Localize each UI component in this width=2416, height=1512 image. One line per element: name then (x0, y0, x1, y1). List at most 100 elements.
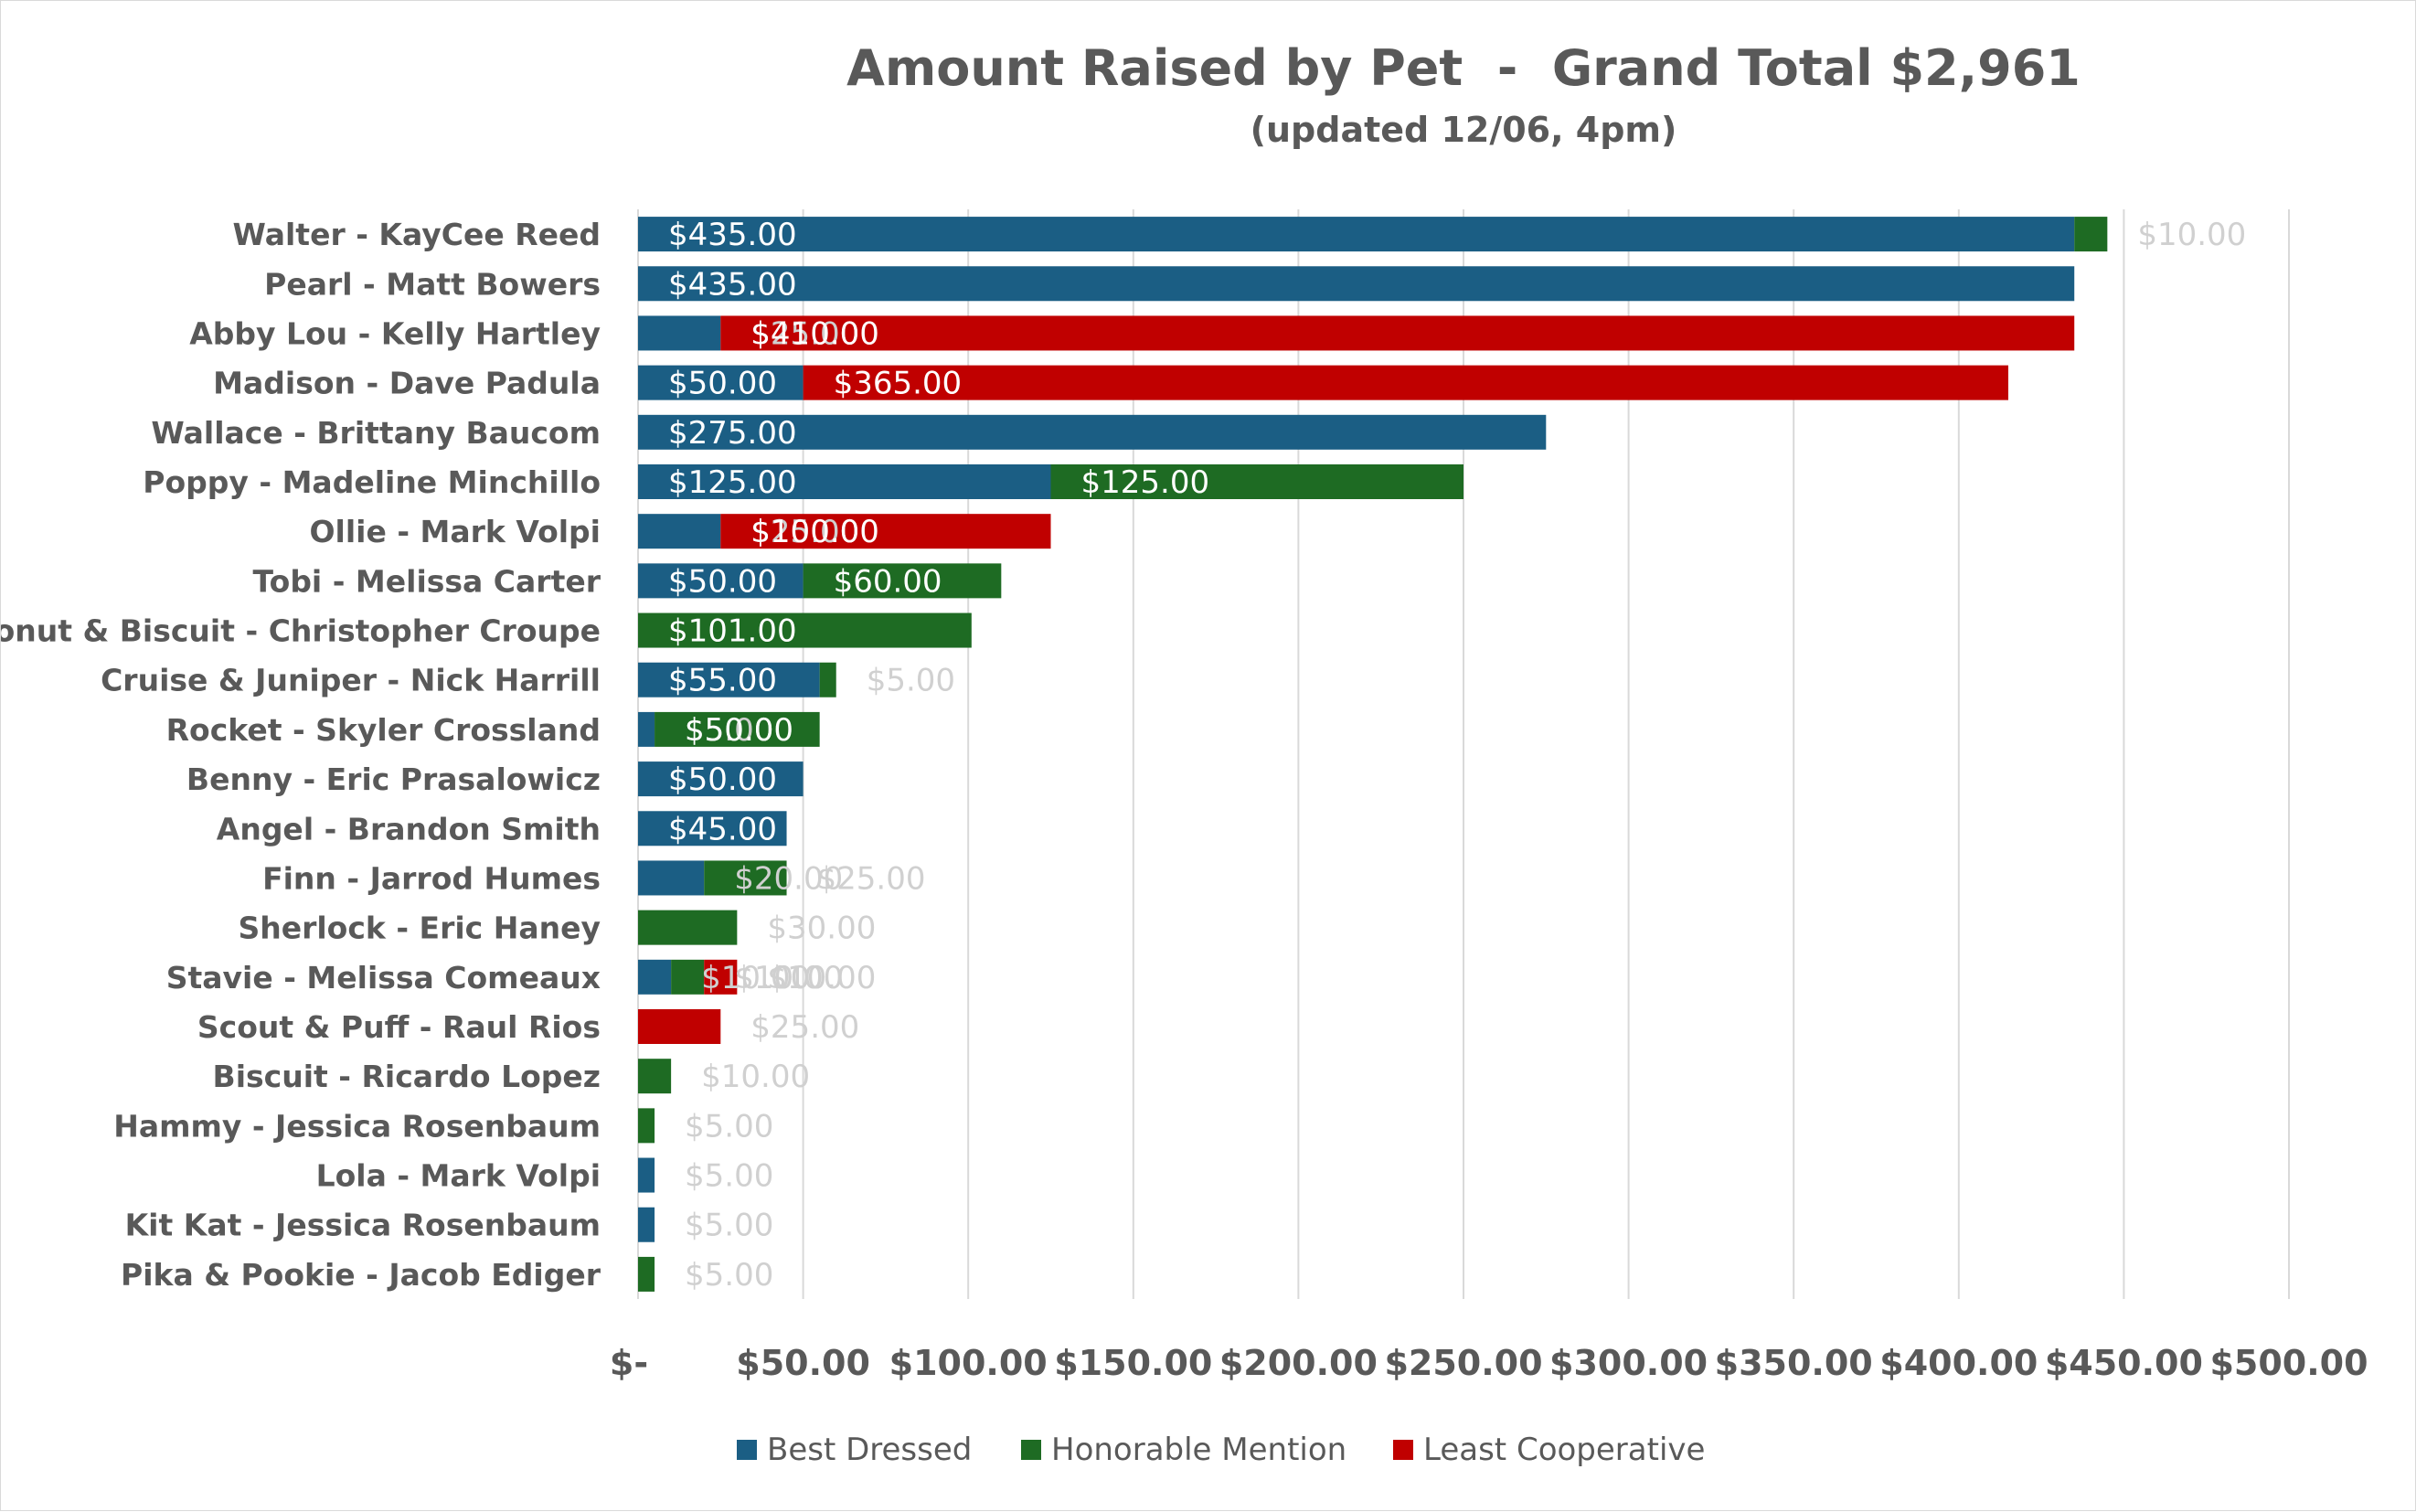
bar-segment (638, 910, 738, 945)
category-label: Rocket - Skyler Crossland (166, 712, 601, 748)
category-label: Stavie - Melissa Comeaux (166, 960, 601, 996)
data-label: $5.00 (867, 663, 955, 699)
bar-segment (704, 860, 787, 896)
data-label: $101.00 (668, 613, 797, 650)
x-axis-tick-labels: $- $50.00 $100.00 $150.00 $200.00 $250.00 $300… (610, 1343, 2368, 1383)
legend-swatch (1393, 1440, 1413, 1460)
data-label: $10.00 (2137, 217, 2246, 253)
category-label: Donut & Biscuit - Christopher Croupe (1, 613, 601, 649)
x-tick-label: $50.00 (736, 1343, 870, 1383)
data-labels: $435.00 $10.00$435.00$25.00$410.00$50.00 $… (668, 217, 2246, 1294)
x-tick-label: $400.00 (1879, 1343, 2038, 1383)
bar-segment (638, 1108, 655, 1144)
bar-segment (638, 1009, 721, 1044)
x-tick-label: $300.00 (1549, 1343, 1708, 1383)
category-label: Sherlock - Eric Haney (238, 910, 601, 946)
legend: Best Dressed Honorable Mention Least Coope… (737, 1432, 1705, 1468)
category-label: Finn - Jarrod Humes (262, 860, 601, 896)
data-label: $435.00 (668, 266, 797, 303)
legend-swatch (1021, 1440, 1041, 1460)
bar-segment (638, 365, 804, 400)
category-label: Angel - Brandon Smith (217, 811, 601, 847)
data-label: $25.00 (817, 860, 926, 897)
data-label: $50.00 (685, 712, 793, 749)
data-label: $10.00 (701, 1059, 810, 1095)
legend-label: Best Dressed (767, 1432, 972, 1468)
bar-segment (638, 1059, 672, 1094)
category-label: Scout & Puff - Raul Rios (197, 1009, 601, 1045)
data-label: $5.00 (685, 1257, 773, 1294)
x-tick-label: $- (610, 1343, 648, 1383)
x-tick-label: $200.00 (1219, 1343, 1378, 1383)
data-label: $50.00 (668, 761, 777, 798)
data-label: $20.00 (734, 860, 843, 897)
bar-segment (638, 414, 1547, 450)
legend-swatch (737, 1440, 757, 1460)
data-label: $25.00 (750, 315, 859, 352)
data-label: $5.00 (685, 1158, 773, 1195)
bar-segment (638, 959, 672, 995)
x-tick-label: $250.00 (1384, 1343, 1542, 1383)
legend-label: Least Cooperative (1423, 1432, 1705, 1468)
bar-segment (638, 464, 1051, 499)
data-label: $435.00 (668, 217, 797, 253)
category-label: Hammy - Jessica Rosenbaum (113, 1108, 601, 1144)
bar-segment (638, 1256, 655, 1292)
bar-segment (803, 563, 1002, 599)
bars (638, 217, 2108, 1292)
category-label: Cruise & Juniper - Nick Harrill (101, 663, 601, 698)
category-label: Lola - Mark Volpi (316, 1158, 601, 1194)
category-label: Walter - KayCee Reed (232, 217, 601, 252)
bar-segment (704, 959, 738, 995)
category-label: Abby Lou - Kelly Hartley (189, 315, 601, 351)
chart-subtitle: (updated 12/06, 4pm) (1251, 110, 1677, 150)
data-label: $5.00 (685, 1208, 773, 1244)
x-tick-label: $450.00 (2045, 1343, 2203, 1383)
data-label: $410.00 (750, 315, 879, 352)
data-label: $5.00 (685, 712, 773, 749)
bar-segment (638, 315, 721, 351)
bar-segment (638, 761, 804, 797)
data-label: $55.00 (668, 663, 777, 699)
bar-segment (803, 365, 2008, 400)
bar-segment (638, 266, 2075, 302)
data-label: $125.00 (668, 464, 797, 501)
x-tick-label: $500.00 (2209, 1343, 2368, 1383)
data-label: $100.00 (750, 514, 879, 550)
category-label: Pearl - Matt Bowers (264, 266, 601, 302)
bar-segment (638, 662, 820, 697)
category-label: Madison - Dave Padula (213, 366, 601, 401)
bar-segment (720, 315, 2075, 351)
data-label: $50.00 (668, 563, 777, 600)
bar-segment (1050, 464, 1463, 499)
data-label: $5.00 (685, 1108, 773, 1145)
bar-segment (638, 514, 721, 549)
x-tick-label: $100.00 (889, 1343, 1048, 1383)
data-label: $25.00 (750, 1009, 859, 1046)
bar-segment (638, 563, 804, 599)
category-label: Benny - Eric Prasalowicz (186, 761, 601, 797)
category-label: Ollie - Mark Volpi (309, 514, 601, 549)
x-tick-label: $150.00 (1054, 1343, 1212, 1383)
bar-segment (638, 612, 972, 648)
data-label: $60.00 (834, 563, 942, 600)
data-label: $10.00 (767, 960, 876, 996)
bar-segment (720, 514, 1051, 549)
bar-segment (638, 811, 787, 847)
category-label: Wallace - Brittany Baucom (151, 415, 601, 451)
bar-segment (638, 711, 655, 747)
data-label: $125.00 (1081, 464, 1210, 501)
bar-segment (671, 959, 705, 995)
data-label: $10.00 (701, 960, 810, 996)
bar-segment (819, 662, 836, 697)
bar-segment (638, 1207, 655, 1242)
data-label: $30.00 (767, 910, 876, 947)
bar-segment (2074, 217, 2108, 252)
category-label: Kit Kat - Jessica Rosenbaum (125, 1208, 601, 1243)
bar-segment (638, 217, 2075, 252)
data-label: $45.00 (668, 811, 777, 847)
bar-segment (638, 860, 705, 896)
category-label: Poppy - Madeline Minchillo (143, 464, 601, 500)
bar-segment (638, 1157, 655, 1193)
